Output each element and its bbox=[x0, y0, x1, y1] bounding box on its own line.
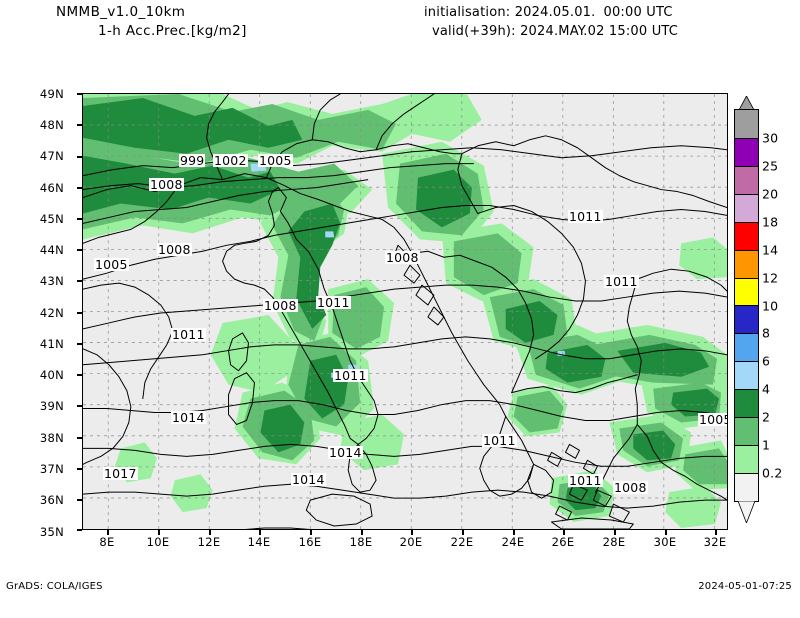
lon-tick-label: 30E bbox=[653, 535, 677, 549]
field-name: 1-h Acc.Prec.[kg/m2] bbox=[98, 23, 247, 39]
colorbar-top-arrow bbox=[738, 96, 755, 110]
isobar-label: 1011 bbox=[316, 295, 351, 310]
isobar-label: 1014 bbox=[328, 445, 363, 460]
chart-header: NMMB_v1.0_10km 1-h Acc.Prec.[kg/m2] init… bbox=[0, 0, 800, 56]
isobar-label: 999 bbox=[179, 153, 206, 168]
lon-tick-label: 26E bbox=[551, 535, 575, 549]
isobar-label: 1011 bbox=[604, 274, 639, 289]
colorbar-tick-label: 30 bbox=[762, 130, 779, 146]
lat-tick-label: 44N bbox=[39, 243, 64, 257]
isobar-label: 1005 bbox=[258, 153, 293, 168]
lat-tick-label: 35N bbox=[39, 525, 64, 539]
colorbar-band bbox=[735, 165, 758, 194]
render-timestamp: 2024-05-01-07:25 bbox=[698, 581, 792, 592]
isobar-label: 1011 bbox=[482, 433, 517, 448]
isobar-label: 1008 bbox=[149, 177, 184, 192]
isobar-label: 1008 bbox=[157, 242, 192, 257]
lat-tick-label: 41N bbox=[39, 337, 64, 351]
colorbar-band bbox=[735, 110, 758, 138]
isobar-label: 1005 bbox=[698, 413, 727, 426]
colorbar-band bbox=[735, 277, 758, 306]
initialisation-time: 00:00 UTC bbox=[603, 5, 673, 20]
valid-time-line: valid(+39h): 2024.MAY.02 15:00 UTC bbox=[432, 24, 679, 39]
colorbar-tick-label: 12 bbox=[762, 270, 779, 286]
lat-tick-label: 46N bbox=[39, 181, 64, 195]
isobar-label: 1014 bbox=[291, 472, 326, 487]
model-title-block: NMMB_v1.0_10km 1-h Acc.Prec.[kg/m2] bbox=[56, 4, 247, 39]
lon-tick-label: 16E bbox=[298, 535, 322, 549]
lat-tick-label: 49N bbox=[39, 87, 64, 101]
lon-tick-label: 10E bbox=[146, 535, 170, 549]
isobar-label: 1008 bbox=[263, 298, 298, 313]
colorbar-tick-label: 0.2 bbox=[762, 465, 783, 481]
lon-tick-label: 14E bbox=[247, 535, 271, 549]
model-name: NMMB_v1.0_10km bbox=[56, 4, 186, 20]
pressure-contours bbox=[83, 145, 727, 529]
lat-tick-label: 47N bbox=[39, 149, 64, 163]
colorbar-band bbox=[735, 472, 758, 501]
colorbar-band bbox=[735, 249, 758, 278]
isobar-label: 1011 bbox=[333, 368, 368, 383]
lat-tick-label: 40N bbox=[39, 368, 64, 382]
isobar-label: 1008 bbox=[385, 250, 420, 265]
lat-tick-label: 45N bbox=[39, 212, 64, 226]
lon-tick-label: 8E bbox=[99, 535, 115, 549]
colorbar-band bbox=[735, 305, 758, 334]
colorbar-tick-label: 6 bbox=[762, 353, 771, 369]
colorbar-band bbox=[735, 137, 758, 166]
lat-tick-label: 42N bbox=[39, 306, 64, 320]
isobar-label: 1008 bbox=[613, 480, 648, 495]
lat-tick-label: 38N bbox=[39, 431, 64, 445]
lat-tick-label: 39N bbox=[39, 399, 64, 413]
initialisation-label: initialisation: 2024.05.01. bbox=[424, 5, 596, 20]
lat-tick-label: 48N bbox=[39, 118, 64, 132]
colorbar-tick-label: 2 bbox=[762, 409, 771, 425]
colorbar-tick-label: 20 bbox=[762, 186, 779, 202]
lon-tick-label: 32E bbox=[703, 535, 727, 549]
lon-tick-label: 12E bbox=[197, 535, 221, 549]
lat-tick-label: 36N bbox=[39, 493, 64, 507]
isobar-label: 1011 bbox=[568, 209, 603, 224]
colorbar-band bbox=[735, 361, 758, 390]
isobar-label: 1011 bbox=[568, 473, 603, 488]
lon-tick-label: 18E bbox=[349, 535, 373, 549]
isobar-label: 1017 bbox=[103, 466, 138, 481]
colorbar-tick-label: 8 bbox=[762, 325, 771, 341]
lon-tick-label: 20E bbox=[399, 535, 423, 549]
map-gridlines bbox=[83, 94, 727, 529]
colorbar-bottom-arrow bbox=[737, 501, 756, 523]
colorbar-band bbox=[735, 221, 758, 250]
colorbar-tick-label: 4 bbox=[762, 381, 771, 397]
isobar-label: 1014 bbox=[171, 410, 206, 425]
run-time-block: initialisation: 2024.05.01. 00:00 UTC val… bbox=[424, 5, 678, 39]
colorbar-band bbox=[735, 389, 758, 418]
colorbar-tick-label: 10 bbox=[762, 298, 779, 313]
grads-credit: GrADS: COLA/IGES bbox=[6, 581, 103, 592]
colorbar-tick-label: 1 bbox=[762, 437, 771, 453]
isobar-label: 1005 bbox=[94, 257, 129, 272]
lat-tick-label: 37N bbox=[39, 462, 64, 476]
precipitation-colorbar[interactable] bbox=[735, 110, 758, 501]
colorbar-tick-label: 18 bbox=[762, 214, 779, 230]
initialisation-line: initialisation: 2024.05.01. 00:00 UTC bbox=[424, 5, 678, 20]
lat-tick-label: 43N bbox=[39, 274, 64, 288]
colorbar-tick-label: 25 bbox=[762, 158, 779, 174]
isobar-label: 1002 bbox=[213, 153, 248, 168]
colorbar-band bbox=[735, 333, 758, 362]
lon-tick-label: 24E bbox=[501, 535, 525, 549]
isobar-label: 1011 bbox=[171, 327, 206, 342]
colorbar-tick-label: 14 bbox=[762, 242, 779, 258]
colorbar-band bbox=[735, 193, 758, 222]
lon-tick-label: 22E bbox=[450, 535, 474, 549]
colorbar-band bbox=[735, 417, 758, 446]
colorbar-band bbox=[735, 445, 758, 473]
map-plot-area[interactable]: 999 1002 1005 1008 1008 1005 1008 1011 1… bbox=[82, 93, 728, 530]
lon-tick-label: 28E bbox=[602, 535, 626, 549]
